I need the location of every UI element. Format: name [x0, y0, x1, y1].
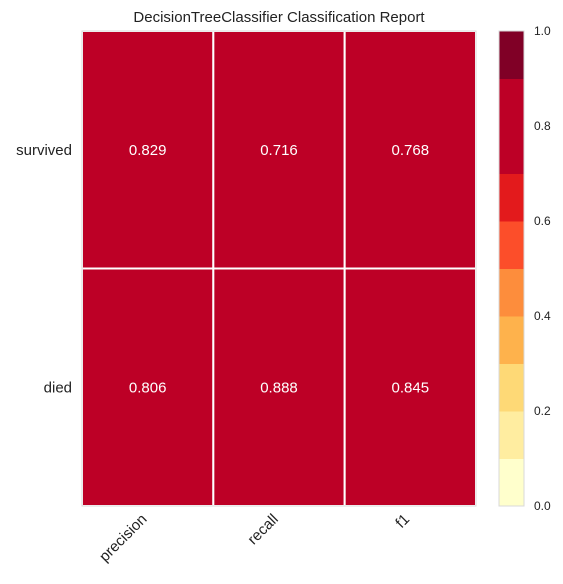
colorbar: 0.0 0.2 0.4 0.6 0.8 1.0: [498, 24, 551, 513]
colorbar-segment: [499, 411, 524, 459]
colorbar-tick-label: 0.4: [534, 309, 551, 323]
heatmap-cell: [81, 30, 215, 270]
colorbar-segment: [499, 173, 524, 222]
cell-value-label: 0.845: [392, 379, 430, 396]
cell-value-label: 0.806: [129, 379, 167, 396]
colorbar-frame: [498, 30, 525, 507]
cell-value-label: 0.716: [260, 142, 298, 159]
colorbar-segment: [499, 221, 524, 269]
colorbar-segment: [499, 126, 524, 174]
colorbar-segment: [499, 316, 524, 364]
colorbar-tick-label: 1.0: [534, 24, 551, 38]
column-labels: precision recall f1: [96, 511, 413, 565]
plot-frame: [81, 30, 477, 507]
colorbar-segment: [499, 78, 524, 127]
colorbar-segment: [499, 363, 524, 412]
cell-value-label: 0.829: [129, 142, 167, 159]
row-labels: survived died: [16, 142, 72, 397]
row-label: died: [44, 379, 72, 396]
colorbar-tick-label: 0.6: [534, 214, 551, 228]
heatmap-cells: 0.829 0.716 0.768 0.806 0.888 0.845: [81, 30, 477, 507]
column-label: recall: [244, 511, 281, 548]
cell-value-label: 0.768: [392, 142, 430, 159]
cell-value-label: 0.888: [260, 379, 298, 396]
colorbar-tick-label: 0.2: [534, 404, 551, 418]
colorbar-tick-label: 0.0: [534, 499, 551, 513]
column-label: precision: [96, 511, 150, 565]
colorbar-segment: [499, 458, 524, 507]
chart-title: DecisionTreeClassifier Classification Re…: [133, 9, 425, 26]
column-label: f1: [392, 511, 413, 532]
colorbar-segment: [499, 268, 524, 317]
heatmap-cell: [343, 30, 477, 270]
colorbar-segment: [499, 31, 524, 79]
row-label: survived: [16, 142, 72, 159]
colorbar-tick-label: 0.8: [534, 119, 551, 133]
